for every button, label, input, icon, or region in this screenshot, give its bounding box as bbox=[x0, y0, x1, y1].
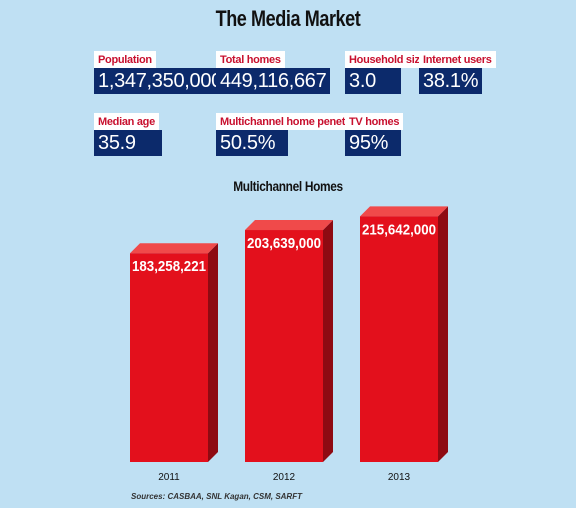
stat-label: Internet users bbox=[419, 51, 496, 68]
bar bbox=[130, 253, 208, 462]
stat-tv-homes: TV homes 95% bbox=[345, 112, 404, 156]
stat-value: 35.9 bbox=[94, 130, 162, 156]
stat-median-age: Median age 35.9 bbox=[94, 112, 162, 156]
bar-top bbox=[360, 206, 448, 217]
bar-side bbox=[438, 206, 448, 462]
category-label: 2013 bbox=[388, 472, 411, 483]
stat-internet-users: Internet users 38.1% bbox=[419, 50, 496, 94]
stat-multichannel-penetration: Multichannel home penetration 50.5% bbox=[216, 112, 378, 156]
stat-value: 1,347,350,000 bbox=[94, 68, 227, 94]
stat-label: TV homes bbox=[345, 113, 404, 130]
bar bbox=[245, 230, 323, 462]
stat-label: Total homes bbox=[216, 51, 285, 68]
source-note: Sources: CASBAA, SNL Kagan, CSM, SARFT bbox=[131, 492, 302, 501]
stat-label: Population bbox=[94, 51, 156, 68]
stat-total-homes: Total homes 449,116,667 bbox=[216, 50, 331, 94]
bar-side bbox=[323, 220, 333, 462]
chart-title: Multichannel Homes bbox=[233, 178, 343, 194]
stat-household-size: Household size 3.0 bbox=[345, 50, 430, 94]
bar bbox=[360, 216, 438, 462]
bar-side bbox=[208, 243, 218, 462]
stat-value: 449,116,667 bbox=[216, 68, 331, 94]
bar-value-label: 215,642,000 bbox=[362, 221, 436, 238]
stat-value: 95% bbox=[345, 130, 401, 156]
category-label: 2011 bbox=[158, 472, 180, 483]
stat-label: Multichannel home penetration bbox=[216, 113, 378, 130]
bar-top bbox=[130, 243, 218, 254]
stat-population: Population 1,347,350,000 bbox=[94, 50, 227, 94]
bar-top bbox=[245, 220, 333, 231]
stat-value: 38.1% bbox=[419, 68, 482, 94]
stat-label: Median age bbox=[94, 113, 159, 130]
stat-value: 3.0 bbox=[345, 68, 401, 94]
bar-value-label: 203,639,000 bbox=[247, 235, 321, 252]
category-label: 2012 bbox=[273, 472, 296, 483]
page-title: The Media Market bbox=[215, 6, 361, 31]
stat-value: 50.5% bbox=[216, 130, 288, 156]
bar-value-label: 183,258,221 bbox=[132, 258, 206, 275]
stat-label: Household size bbox=[345, 51, 430, 68]
